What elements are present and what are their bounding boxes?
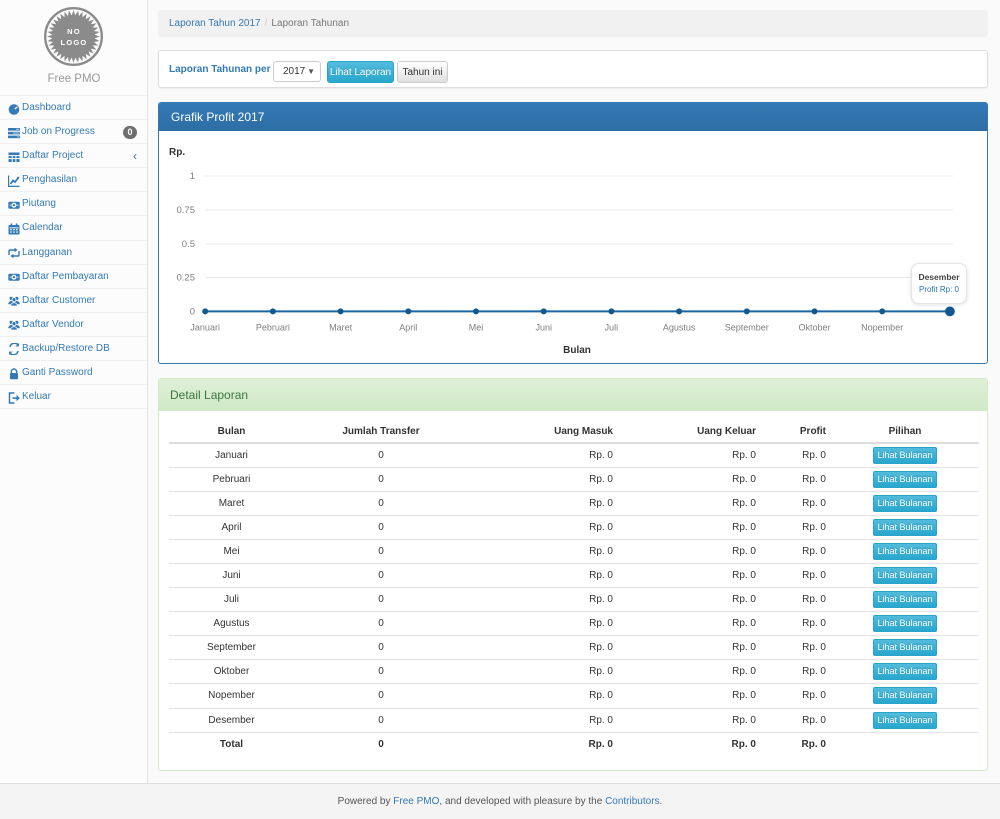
svg-text:Rp.: Rp. — [169, 147, 185, 158]
svg-text:Juli: Juli — [605, 323, 619, 333]
svg-text:Juni: Juni — [535, 323, 552, 333]
svg-text:Pebruari: Pebruari — [256, 323, 290, 333]
svg-text:0.5: 0.5 — [182, 239, 195, 250]
svg-text:0: 0 — [190, 306, 195, 317]
svg-text:Bulan: Bulan — [563, 345, 591, 356]
svg-text:Mei: Mei — [469, 323, 484, 333]
svg-text:Oktober: Oktober — [798, 323, 830, 333]
svg-text:September: September — [725, 323, 769, 333]
svg-text:NO: NO — [67, 27, 81, 36]
svg-text:April: April — [399, 323, 417, 333]
svg-text:LOGO: LOGO — [61, 38, 88, 47]
svg-text:0.75: 0.75 — [177, 205, 196, 216]
svg-text:Nopember: Nopember — [861, 323, 903, 333]
svg-text:Maret: Maret — [329, 323, 353, 333]
svg-text:1: 1 — [190, 171, 195, 182]
svg-text:Januari: Januari — [190, 323, 220, 333]
svg-text:0.25: 0.25 — [177, 273, 196, 284]
svg-text:Agustus: Agustus — [663, 323, 696, 333]
